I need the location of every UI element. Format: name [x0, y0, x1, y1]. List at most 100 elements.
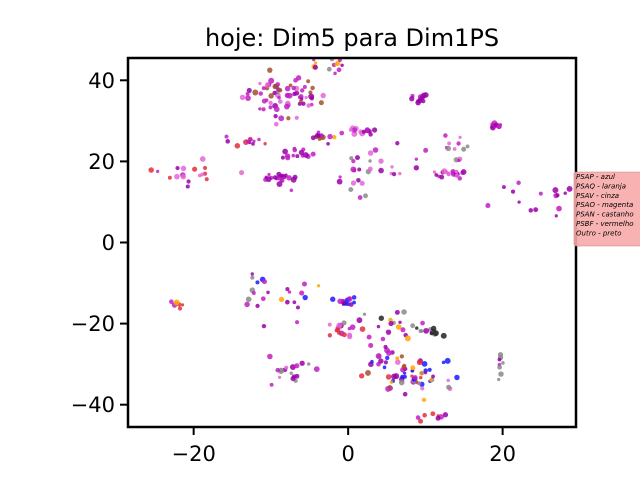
data-point [402, 363, 407, 369]
data-point [291, 85, 296, 91]
data-point [427, 367, 432, 372]
data-point [261, 98, 267, 104]
plot-frame [126, 56, 578, 429]
data-point [554, 214, 558, 218]
data-point [350, 166, 357, 173]
data-point [368, 342, 374, 348]
data-point [294, 363, 300, 369]
data-point [332, 135, 337, 140]
data-point [431, 374, 435, 379]
x-axis: −20 0 20 [171, 427, 516, 466]
data-point [255, 303, 260, 309]
data-point [268, 77, 275, 84]
legend-entry: PSAP - azul [576, 173, 615, 181]
data-point [345, 302, 350, 307]
data-point [308, 93, 315, 100]
data-point [336, 178, 343, 185]
data-point [202, 165, 208, 171]
data-point [446, 172, 451, 177]
data-point [283, 103, 290, 110]
data-point [378, 315, 384, 321]
data-point [351, 295, 357, 300]
data-point [284, 85, 291, 92]
data-point [398, 379, 405, 386]
y-tick-label: 20 [88, 150, 115, 174]
data-point [351, 159, 356, 164]
data-point [423, 327, 430, 334]
data-point [419, 95, 424, 100]
data-point [441, 360, 446, 365]
data-point [457, 176, 463, 181]
data-point [347, 326, 352, 331]
data-point [435, 415, 441, 421]
x-tick-label: −20 [171, 442, 215, 466]
data-point [357, 167, 362, 172]
data-point [306, 103, 311, 108]
data-point [310, 135, 316, 141]
data-point [313, 61, 318, 65]
data-point [420, 371, 424, 375]
data-point [330, 296, 336, 302]
data-point [294, 90, 300, 96]
data-point [380, 336, 386, 342]
data-point [204, 177, 209, 182]
y-axis: −40 −20 0 20 40 [71, 69, 128, 417]
data-point [267, 353, 273, 360]
data-point [386, 350, 392, 356]
data-point [388, 320, 394, 327]
data-point [445, 145, 452, 152]
data-point [510, 189, 516, 194]
data-point [423, 147, 429, 153]
data-point [429, 378, 433, 382]
legend-entry: PSAV - cinza [576, 192, 619, 200]
data-point [415, 415, 421, 420]
data-point [280, 155, 285, 160]
data-point [403, 371, 407, 375]
data-point [245, 139, 250, 144]
legend-box [573, 171, 640, 247]
data-point [465, 144, 470, 149]
data-point [286, 92, 293, 99]
data-point [299, 99, 303, 103]
data-point [347, 296, 353, 302]
data-point [148, 167, 154, 173]
data-point [180, 165, 187, 172]
data-point [352, 300, 356, 305]
data-point [538, 191, 543, 196]
data-point [174, 173, 180, 180]
data-point [430, 325, 437, 332]
data-point [420, 329, 424, 333]
data-point [261, 107, 266, 112]
data-point [156, 169, 160, 173]
data-point [378, 158, 384, 164]
data-point [383, 360, 388, 365]
data-point [395, 359, 401, 365]
data-point [286, 175, 292, 181]
data-point [351, 131, 358, 137]
data-point [378, 358, 384, 364]
y-tick-label: −40 [71, 393, 115, 417]
data-point [252, 139, 256, 143]
data-point [454, 170, 459, 174]
y-tick-label: 40 [88, 69, 115, 93]
data-point [277, 99, 283, 104]
data-point [338, 175, 342, 179]
data-point [299, 290, 305, 296]
data-point [496, 123, 502, 130]
data-point [294, 115, 299, 120]
data-point [485, 202, 491, 209]
data-point [368, 159, 372, 163]
data-point [301, 281, 307, 287]
data-point [409, 96, 415, 102]
data-point [310, 85, 315, 91]
data-point [292, 300, 297, 305]
data-point [268, 93, 274, 99]
data-point [310, 151, 316, 157]
data-point [336, 67, 342, 73]
data-point [382, 365, 387, 370]
data-point [410, 374, 414, 378]
data-point [341, 301, 346, 306]
data-point [257, 137, 261, 142]
data-point [279, 178, 284, 183]
data-point [284, 299, 290, 305]
